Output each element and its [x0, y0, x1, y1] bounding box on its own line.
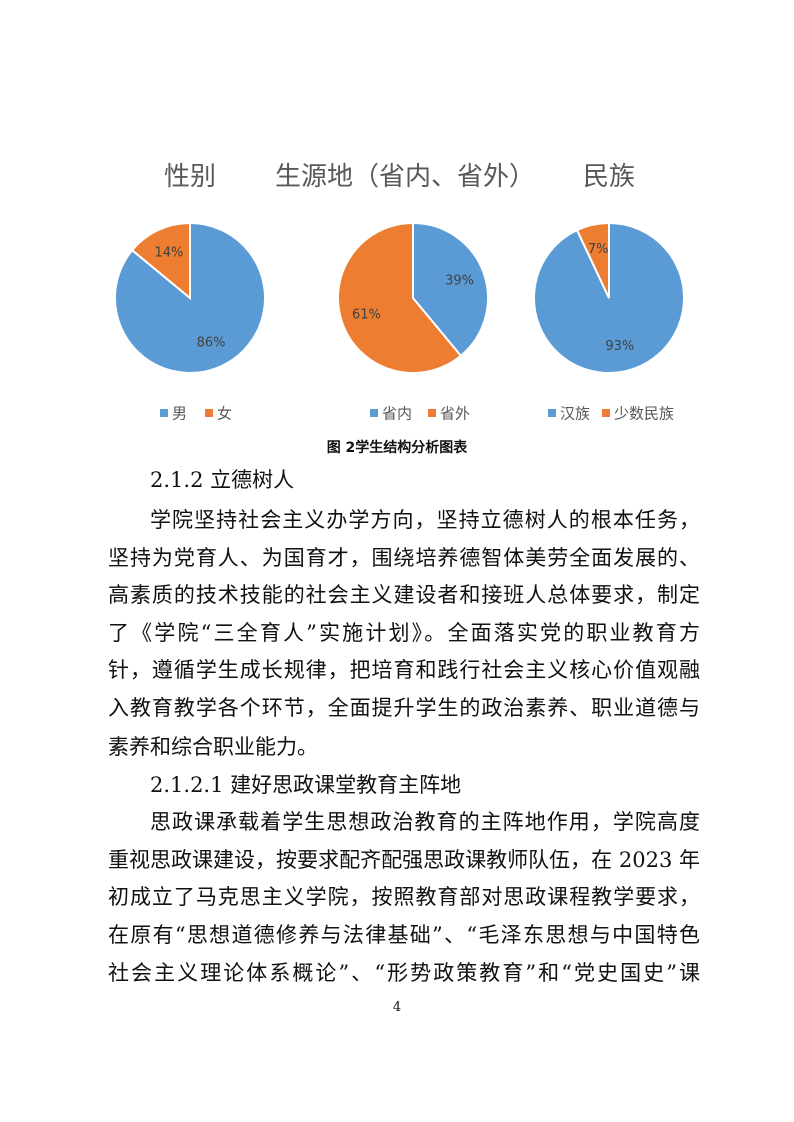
- section-heading: 2.1.2 立德树人: [150, 468, 295, 492]
- data-label: 93%: [605, 339, 634, 354]
- paragraph-line: 在原有“思想道德修养与法律基础”、“毛泽东思想与中国特色: [108, 923, 700, 947]
- chart-title: 性别: [164, 162, 216, 192]
- legend-label: 省内: [382, 405, 412, 423]
- data-label: 14%: [154, 246, 183, 261]
- data-label: 39%: [445, 274, 474, 289]
- student-structure-charts: 性别 86% 男 14% 女 生源地（省内、省外） 39% 省内 61% 省外 民族 93% 汉族 7% 少…: [114, 162, 685, 423]
- pie-chart-1: 生源地（省内、省外） 39% 省内 61% 省外: [275, 162, 535, 423]
- pie-slice-少数民族: [575, 221, 610, 299]
- legend-swatch: [548, 409, 556, 417]
- legend-swatch: [428, 409, 436, 417]
- legend-label: 汉族: [560, 405, 590, 423]
- pie-chart-2: 民族 93% 汉族 7% 少数民族: [533, 162, 685, 423]
- legend-swatch: [370, 409, 378, 417]
- paragraph-line: 学院坚持社会主义办学方向，坚持立德树人的根本任务，: [150, 508, 700, 532]
- pie-slice-省外: [337, 221, 463, 374]
- data-label: 61%: [352, 307, 381, 322]
- chart-title: 民族: [583, 162, 635, 192]
- paragraph-line: 素养和综合职业能力。: [108, 735, 318, 759]
- paragraph-line: 重视思政课建设，按要求配齐配强思政课教师队伍，在 2023 年: [108, 848, 700, 872]
- paragraph-line: 初成立了马克思主义学院，按照教育部对思政课程教学要求，: [108, 885, 700, 909]
- pie-chart-0: 性别 86% 男 14% 女: [114, 162, 266, 423]
- legend-swatch: [205, 409, 213, 417]
- paragraph-line: 高素质的技术技能的社会主义建设者和接班人总体要求，制定: [108, 583, 700, 607]
- pie-slice-省内: [412, 221, 489, 358]
- legend-swatch: [602, 409, 610, 417]
- data-label: 7%: [588, 242, 609, 257]
- figure-caption: 图 2学生结构分析图表: [326, 440, 468, 456]
- legend-label: 省外: [440, 405, 470, 423]
- paragraph-line: 了《学院“三全育人”实施计划》。全面落实党的职业教育方: [108, 621, 700, 645]
- legend-label: 少数民族: [614, 405, 674, 423]
- data-label: 86%: [197, 335, 226, 350]
- paragraph-line: 坚持为党育人、为国育才，围绕培养德智体美劳全面发展的、: [108, 546, 700, 570]
- paragraph-line: 针，遵循学生成长规律，把培育和践行社会主义核心价值观融: [108, 658, 700, 682]
- paragraph-line: 社会主义理论体系概论”、“形势政策教育”和“党史国史”课: [108, 961, 700, 985]
- paragraph-line: 思政课承载着学生思想政治教育的主阵地作用，学院高度: [150, 810, 700, 834]
- pie-slice-女: [130, 221, 191, 301]
- legend-swatch: [160, 409, 168, 417]
- section-heading: 2.1.2.1 建好思政课堂教育主阵地: [150, 773, 462, 797]
- chart-title: 生源地（省内、省外）: [275, 162, 535, 192]
- legend-label: 男: [172, 405, 187, 423]
- page-number: 4: [392, 1000, 402, 1015]
- paragraph-line: 入教育教学各个环节，全面提升学生的政治素养、职业道德与: [108, 696, 700, 720]
- legend-label: 女: [217, 405, 232, 423]
